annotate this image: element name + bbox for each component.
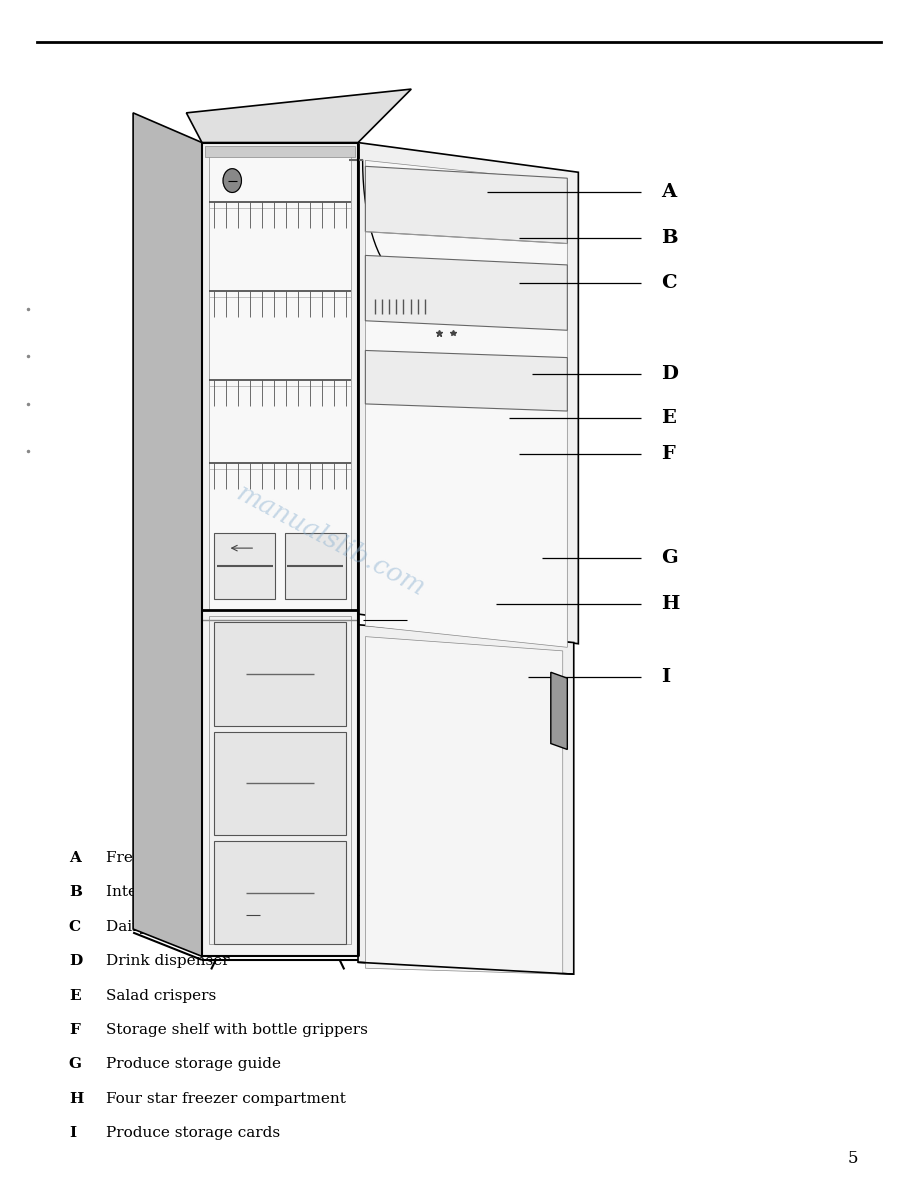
Text: Produce storage guide: Produce storage guide — [106, 1057, 281, 1072]
Polygon shape — [365, 350, 567, 411]
Text: D: D — [69, 954, 82, 968]
Polygon shape — [209, 617, 351, 944]
Text: I: I — [661, 668, 670, 687]
Polygon shape — [133, 113, 202, 956]
Text: G: G — [661, 549, 677, 568]
Polygon shape — [214, 533, 275, 599]
Text: Drink dispenser: Drink dispenser — [106, 954, 230, 968]
Polygon shape — [186, 89, 411, 143]
Polygon shape — [202, 143, 358, 956]
Polygon shape — [209, 154, 351, 611]
Text: Produce storage cards: Produce storage cards — [106, 1126, 280, 1140]
Text: A: A — [69, 851, 81, 865]
Text: B: B — [661, 228, 677, 247]
Text: Freezer controls: Freezer controls — [106, 851, 233, 865]
Text: I: I — [69, 1126, 76, 1140]
Polygon shape — [214, 732, 346, 835]
Text: F: F — [69, 1023, 80, 1037]
Text: Storage shelf with bottle grippers: Storage shelf with bottle grippers — [106, 1023, 367, 1037]
Text: C: C — [69, 920, 81, 934]
Polygon shape — [551, 672, 567, 750]
Text: Salad crispers: Salad crispers — [106, 988, 216, 1003]
Polygon shape — [358, 143, 578, 644]
Text: H: H — [661, 594, 679, 613]
Text: Four star freezer compartment: Four star freezer compartment — [106, 1092, 345, 1106]
Text: Dairy compartment: Dairy compartment — [106, 920, 256, 934]
Text: Interior light/Thermostat control: Interior light/Thermostat control — [106, 885, 360, 899]
Polygon shape — [365, 160, 567, 647]
Polygon shape — [365, 637, 563, 974]
Text: 5: 5 — [848, 1150, 858, 1167]
Text: B: B — [69, 885, 82, 899]
Text: F: F — [661, 444, 675, 463]
Text: A: A — [661, 183, 676, 202]
Polygon shape — [358, 625, 574, 974]
Circle shape — [223, 169, 241, 192]
Text: E: E — [69, 988, 81, 1003]
Text: manualslib.com: manualslib.com — [232, 480, 429, 601]
Polygon shape — [365, 166, 567, 244]
Text: E: E — [661, 409, 676, 428]
Text: D: D — [661, 365, 678, 384]
Polygon shape — [365, 255, 567, 330]
Polygon shape — [214, 623, 346, 726]
Polygon shape — [285, 533, 346, 599]
Text: C: C — [661, 273, 677, 292]
Text: G: G — [69, 1057, 82, 1072]
Polygon shape — [205, 146, 355, 157]
Text: H: H — [69, 1092, 84, 1106]
Polygon shape — [214, 841, 346, 944]
